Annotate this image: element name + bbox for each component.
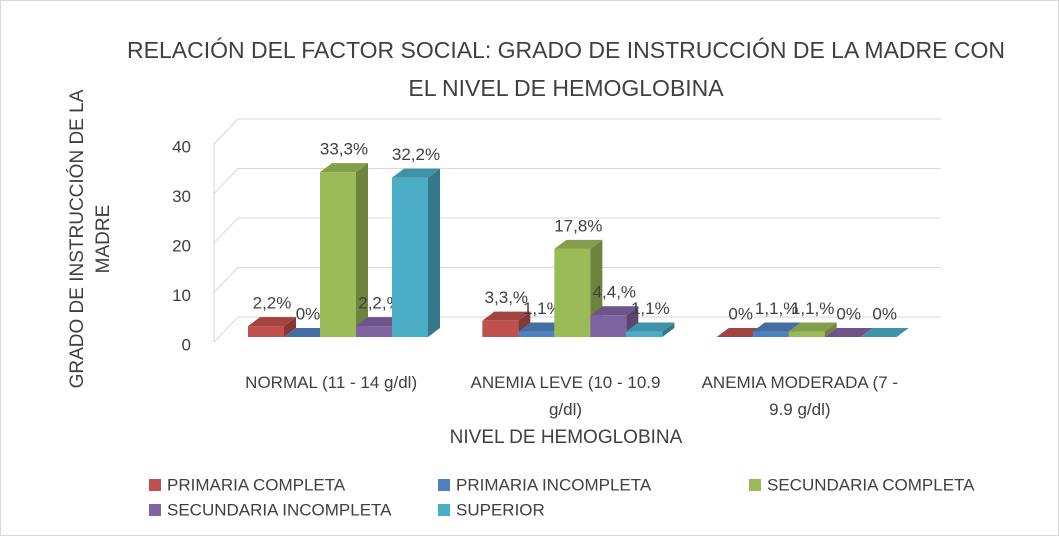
data-label: 0% [836, 304, 861, 323]
bar-top [482, 311, 531, 321]
chart-title: RELACIÓN DEL FACTOR SOCIAL: GRADO DE INS… [127, 37, 1005, 101]
data-label: 1,1% [631, 299, 670, 318]
y-tick-label: 20 [172, 236, 191, 255]
bar [824, 328, 873, 337]
bar-top [860, 328, 909, 337]
legend-label: PRIMARIA INCOMPLETA [456, 475, 652, 494]
bar-front [518, 331, 555, 337]
bar-side [356, 163, 368, 337]
data-label: 1,1,% [755, 299, 798, 318]
data-label: 2,2,% [358, 294, 401, 313]
bar-top [626, 322, 675, 332]
legend-label: PRIMARIA COMPLETA [167, 475, 346, 494]
bar-top [554, 239, 603, 249]
x-tick-label: ANEMIA MODERADA (7 - 9.9 g/dl) [701, 373, 899, 419]
data-label: 1,1,% [791, 299, 834, 318]
bar [482, 311, 531, 337]
grid-line [213, 267, 941, 293]
bar [248, 317, 296, 337]
bar-front [626, 331, 663, 337]
data-label: 0% [728, 304, 753, 323]
legend-swatch [749, 479, 761, 491]
bar-top [824, 328, 873, 337]
grid-line [213, 217, 941, 244]
bar-front [392, 177, 428, 337]
bar [320, 163, 368, 337]
bar-top [392, 168, 440, 178]
data-label: 33,3% [320, 140, 368, 159]
data-label: 17,8% [554, 216, 602, 235]
bar-side [428, 168, 440, 337]
bar-top [590, 306, 639, 316]
legend-label: SECUNDARIA INCOMPLETA [167, 500, 392, 519]
bar [788, 322, 837, 337]
x-tick-label: NORMAL (11 - 14 g/dl) [245, 373, 418, 392]
data-label: 2,2% [253, 294, 292, 313]
bar-front [788, 331, 825, 337]
y-axis-label: GRADO DE INSTRUCCIÓN DE LA MADRE [67, 89, 114, 389]
bar [392, 168, 440, 337]
legend-swatch [438, 479, 450, 491]
bar-front [554, 248, 591, 337]
bar [860, 328, 909, 337]
grid-line [213, 118, 941, 145]
legend-swatch [149, 479, 161, 491]
legend-swatch [438, 504, 450, 516]
bar [626, 322, 675, 337]
data-label: 32,2% [392, 145, 440, 164]
bar-front [752, 331, 789, 337]
legend-label: SUPERIOR [456, 500, 545, 519]
grid-line [213, 316, 941, 343]
bar-front [356, 326, 392, 337]
bar-front [590, 315, 627, 337]
bar-side [284, 317, 296, 337]
bar-top [788, 322, 837, 332]
bar-top [248, 317, 296, 327]
data-label: 1,1% [523, 299, 562, 318]
data-label: 0% [872, 304, 897, 323]
x-tick-label: ANEMIA LEVE (10 - 10.9 g/dl) [470, 373, 661, 419]
bar-side [662, 322, 675, 337]
x-axis-label: NIVEL DE HEMOGLOBINA [449, 427, 683, 448]
grid-line [213, 168, 941, 194]
y-tick-label: 30 [172, 187, 191, 206]
bar-front [248, 326, 284, 337]
bar-side [824, 322, 837, 337]
data-label: 3,3,% [485, 288, 528, 307]
bar-front [320, 172, 356, 337]
legend-swatch [149, 504, 161, 516]
bar-top [320, 163, 368, 173]
legend-label: SECUNDARIA COMPLETA [767, 475, 975, 494]
data-label: 4,4,% [593, 283, 636, 302]
data-label: 0% [296, 304, 321, 323]
y-tick-label: 40 [172, 137, 191, 156]
y-tick-label: 10 [172, 286, 191, 305]
y-tick-label: 0 [182, 335, 191, 354]
bar-top [752, 322, 801, 332]
bar-front [482, 320, 519, 337]
